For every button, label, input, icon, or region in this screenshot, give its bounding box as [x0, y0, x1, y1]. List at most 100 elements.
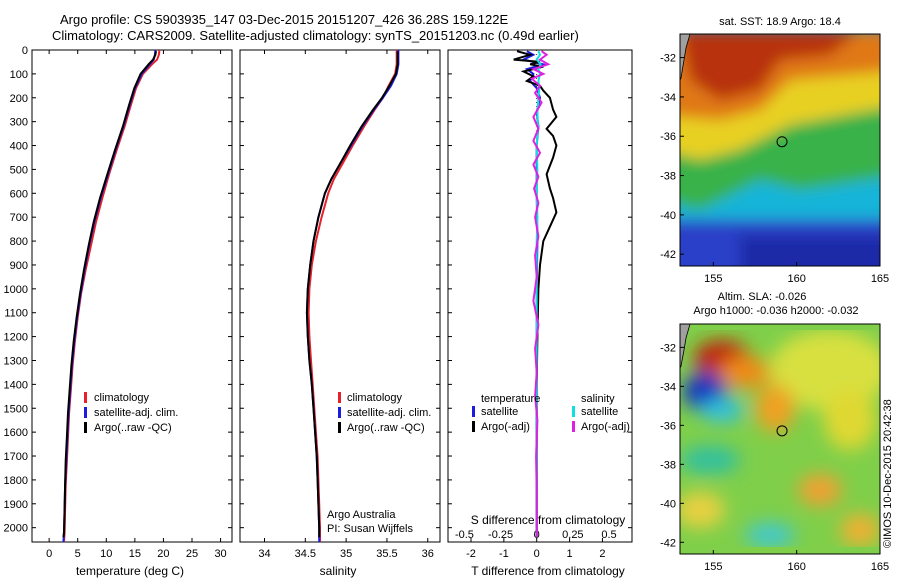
y-tick-label: 1900 [4, 499, 28, 511]
sla-map-ticks: 155 160 165 -32 -34 -36 -38 -40 -42 [660, 342, 889, 573]
top-tick-label: 0.5 [601, 529, 616, 541]
salinity-panel: 34 34.5 35 35.5 36 salinity climatology sate… [239, 49, 441, 578]
x-tick-label: 2 [599, 548, 605, 560]
map-x-tick-label: 160 [787, 561, 805, 573]
legend-label-temp-argo: Argo(-adj) [481, 421, 530, 433]
top-tick-label: -0.5 [455, 529, 474, 541]
x-tick-label: -2 [466, 548, 476, 560]
sst-map-panel: sat. SST: 18.9 Argo: 18.4 155 160 165 -32 -3… [660, 16, 889, 285]
difference-axes-frame [447, 49, 633, 543]
sla-patch-cyan-ring [700, 398, 744, 422]
map-y-tick-label: -42 [660, 537, 676, 549]
map-y-tick-label: -42 [660, 249, 676, 261]
x-tick-label: 35 [340, 548, 352, 560]
y-tick-label: 900 [10, 260, 28, 272]
sla-patch-orange-se [840, 514, 880, 546]
legend-label-temp-satellite: satellite [481, 406, 518, 418]
sla-map-frame [679, 323, 881, 555]
x-tick-label: 15 [129, 548, 141, 560]
map-x-tick-label: 165 [871, 561, 889, 573]
y-tick-label: 400 [10, 141, 28, 153]
x-tick-label: 36 [422, 548, 434, 560]
legend-swatch-argo [84, 422, 87, 433]
legend-label-sal-satellite: satellite [581, 406, 618, 418]
salinity-lines [305, 50, 400, 542]
figure-title-line1: Argo profile: CS 5903935_147 03-Dec-2015… [60, 12, 508, 27]
legend-label-climatology: climatology [347, 392, 403, 404]
sla-patch-teal-west [680, 446, 740, 474]
map-y-tick-label: -40 [660, 210, 676, 222]
sst-field-patches [680, 34, 880, 266]
legend-swatch-temp-argo [472, 421, 475, 432]
depth-axis-ticks: 0 100 200 300 400 500 600 700 800 900 1000 1100 1200… [4, 45, 28, 535]
x-tick-label: 20 [157, 548, 169, 560]
sst-map-title: sat. SST: 18.9 Argo: 18.4 [719, 16, 841, 28]
legend-label-satellite: satellite-adj. clim. [94, 407, 178, 419]
salinity-note-pi: PI: Susan Wijffels [327, 523, 413, 535]
temperature-xlabel: temperature (deg C) [76, 564, 184, 578]
y-tick-label: 1300 [4, 355, 28, 367]
map-x-tick-label: 160 [787, 273, 805, 285]
sla-patch-cyan-south [745, 523, 795, 547]
x-tick-label: 0 [534, 548, 540, 560]
sla-map-title-line2: Argo h1000: -0.036 h2000: -0.032 [693, 305, 858, 317]
figure-title-line2: Climatology: CARS2009. Satellite-adjuste… [52, 28, 579, 43]
y-tick-label: 700 [10, 212, 28, 224]
temperature-legend: climatology satellite-adj. clim. Argo(..… [84, 392, 178, 434]
sla-map-panel: Altim. SLA: -0.026 Argo h1000: -0.036 h2… [660, 291, 889, 573]
sst-land [680, 34, 691, 81]
sst-patch-red [680, 34, 856, 100]
difference-lines [513, 50, 558, 542]
y-tick-label: 600 [10, 188, 28, 200]
sla-patch-orange-south [798, 474, 842, 506]
y-tick-label: 500 [10, 164, 28, 176]
y-tick-label: 2000 [4, 523, 28, 535]
temperature-lines [62, 50, 161, 542]
top-tick-label: -0.25 [488, 529, 513, 541]
legend-swatch-climatology [338, 392, 341, 403]
legend-label-climatology: climatology [94, 392, 150, 404]
y-tick-label: 800 [10, 236, 28, 248]
salinity-legend: climatology satellite-adj. clim. Argo(..… [338, 392, 431, 434]
y-tick-label: 0 [22, 45, 28, 57]
x-tick-label: -1 [499, 548, 509, 560]
map-y-tick-label: -40 [660, 498, 676, 510]
legend-swatch-climatology [84, 392, 87, 403]
legend-label-argo: Argo(..raw -QC) [347, 422, 425, 434]
y-tick-label: 1700 [4, 451, 28, 463]
x-tick-label: 35.5 [376, 548, 397, 560]
legend-label-argo: Argo(..raw -QC) [94, 422, 172, 434]
sla-patch-orange-north [720, 356, 770, 388]
x-tick-label: 30 [214, 548, 226, 560]
top-tick-label: 0.25 [562, 529, 583, 541]
salinity-ticks: 34 34.5 35 35.5 36 [240, 49, 440, 560]
x-tick-label: 1 [567, 548, 573, 560]
legend-swatch-satellite [84, 407, 87, 418]
x-tick-label: 5 [75, 548, 81, 560]
sst-map-ticks: 155 160 165 -32 -34 -36 -38 -40 -42 [660, 53, 889, 285]
difference-xlabel: T difference from climatology [471, 564, 625, 578]
y-tick-label: 200 [10, 93, 28, 105]
temperature-panel: 0 5 10 15 20 25 30 0 100 200 300 400 500 600 700 800 90… [4, 45, 233, 578]
map-y-tick-label: -38 [660, 459, 676, 471]
y-tick-label: 1000 [4, 284, 28, 296]
y-tick-label: 1400 [4, 379, 28, 391]
sla-argo-marker [776, 425, 788, 437]
y-tick-label: 100 [10, 69, 28, 81]
salinity-note-institution: Argo Australia [327, 509, 396, 521]
legend-swatch-sal-satellite [572, 406, 575, 417]
map-y-tick-label: -36 [660, 420, 676, 432]
y-tick-label: 300 [10, 117, 28, 129]
sst-map-field [680, 34, 880, 266]
x-tick-label: 34.5 [295, 548, 316, 560]
imos-timestamp: ©IMOS 10-Dec-2015 20:42:38 [882, 399, 894, 548]
map-y-tick-label: -34 [660, 92, 676, 104]
sla-patch-yellow-south [680, 492, 725, 528]
difference-top-axis-label: S difference from climatology [471, 513, 626, 527]
temperature-ticks: 0 5 10 15 20 25 30 [32, 49, 232, 560]
map-y-tick-label: -32 [660, 53, 676, 65]
legend-title-salinity: salinity [581, 393, 615, 405]
